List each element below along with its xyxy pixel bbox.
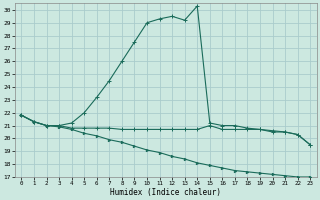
- X-axis label: Humidex (Indice chaleur): Humidex (Indice chaleur): [110, 188, 221, 197]
